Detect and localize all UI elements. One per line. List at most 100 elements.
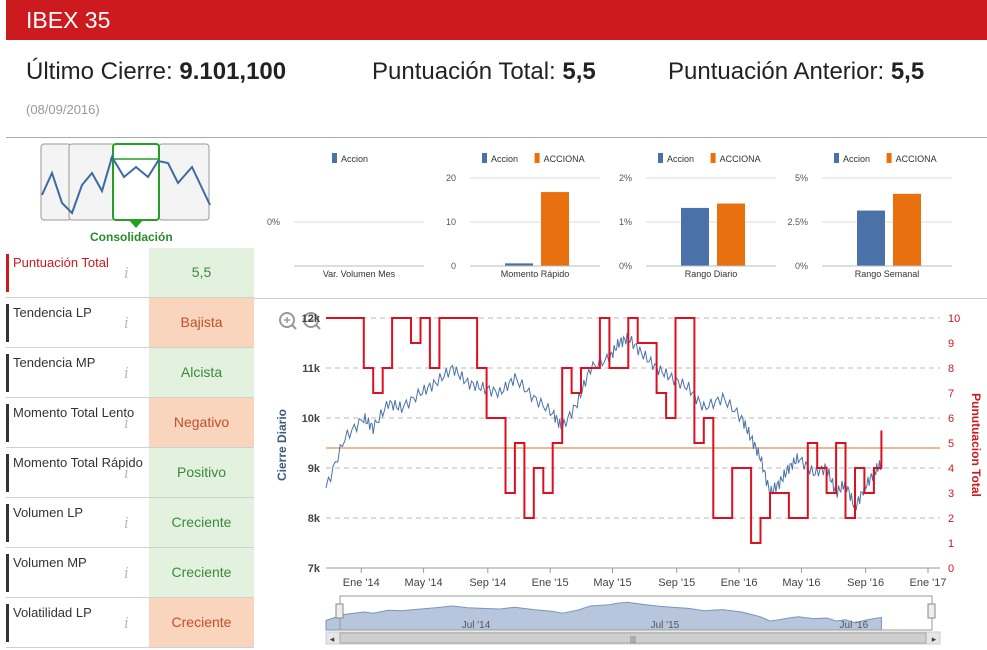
indicator-value: Positivo	[149, 448, 254, 497]
legend-label: ACCIONA	[720, 154, 761, 164]
indicator-row-volumen-mp: Volumen MP i Creciente	[6, 548, 254, 598]
scroll-right-icon[interactable]: ▸	[932, 634, 937, 644]
legend-label: Accion	[491, 154, 518, 164]
legend-label: Accion	[843, 154, 870, 164]
puntuacion-total-value: 5,5	[562, 58, 596, 85]
pattern-pointer-icon	[129, 220, 143, 228]
x-tick-label: May '15	[593, 577, 631, 589]
bar-accion[interactable]	[857, 210, 885, 266]
bar-accion[interactable]	[681, 207, 709, 266]
info-icon[interactable]: i	[124, 514, 129, 532]
y-tick-label: 11k	[302, 363, 321, 375]
bar-acciona[interactable]	[541, 192, 569, 266]
tick-label: 2%	[619, 173, 632, 183]
puntuacion-anterior-label: Puntuación Anterior:	[668, 58, 885, 85]
tick-label: 0%	[795, 261, 808, 271]
x-tick-label: Sep '16	[847, 577, 884, 589]
y2-tick-label: 0	[948, 563, 954, 575]
y2-axis-title: Punutuacion Total	[969, 393, 983, 497]
x-tick-label: Ene '14	[343, 577, 380, 589]
indicator-value: 5,5	[149, 248, 254, 297]
bar-acciona[interactable]	[893, 193, 921, 266]
page-title: IBEX 35	[26, 7, 111, 33]
indicator-label: Puntuación Total	[6, 254, 146, 292]
indicator-row-volumen-lp: Volumen LP i Creciente	[6, 498, 254, 548]
indicator-label: Tendencia MP	[6, 354, 146, 392]
info-icon[interactable]: i	[124, 264, 129, 282]
info-icon[interactable]: i	[124, 614, 129, 632]
y-tick-label: 7k	[308, 563, 321, 575]
zoom-out-icon[interactable]	[303, 312, 321, 330]
tick-label: 10	[446, 217, 456, 227]
indicator-label: Momento Total Lento	[6, 404, 146, 442]
indicator-row-momento-total-rapido: Momento Total Rápido i Positivo	[6, 448, 254, 498]
y2-tick-label: 8	[948, 363, 954, 375]
x-tick-label: May '14	[404, 577, 442, 589]
main-chart: 7k 8k 9k 10k 11k 12k 0 1 2 3 4 5 6 7 8 9 10 Ene '14 May '1…	[275, 312, 983, 645]
bar-accion[interactable]	[505, 263, 533, 266]
info-icon[interactable]: i	[124, 564, 129, 582]
x-tick-label: May '16	[782, 577, 820, 589]
info-icon[interactable]: i	[124, 364, 129, 382]
navigator-right-handle[interactable]	[927, 603, 936, 619]
navigator[interactable]: Jul '14 Jul '15 Jul '16 ◂ ▸ |||	[325, 595, 941, 645]
indicator-value: Creciente	[149, 498, 254, 547]
scroll-left-icon[interactable]: ◂	[330, 634, 335, 644]
y2-tick-label: 2	[948, 513, 954, 525]
tick-label: 5%	[795, 173, 808, 183]
y2-tick-label: 10	[948, 313, 960, 325]
mini-bar-charts: Accion 0% Var. Volumen Mes Accion ACCIONA 0 10…	[267, 153, 952, 279]
indicator-row-volatilidad-lp: Volatilidad LP i Creciente	[6, 598, 254, 648]
y2-tick-label: 6	[948, 413, 954, 425]
navigator-left-handle[interactable]	[335, 603, 344, 619]
tick-label: 2.5%	[787, 217, 808, 227]
pattern-label: Consolidación	[90, 230, 173, 244]
info-icon[interactable]: i	[124, 314, 129, 332]
legend-swatch	[332, 153, 337, 163]
y-axis-title: Cierre Diario	[275, 409, 289, 481]
pattern-line	[41, 154, 211, 215]
indicator-value: Creciente	[149, 598, 254, 647]
tick-label: 20	[446, 173, 456, 183]
navigator-tick-label: Jul '16	[840, 620, 869, 631]
y-tick-label: 12k	[302, 313, 321, 325]
ultimo-cierre-label: Último Cierre:	[26, 58, 173, 85]
y2-tick-label: 5	[948, 438, 954, 450]
legend-swatch	[710, 153, 716, 163]
navigator-area	[325, 601, 882, 631]
divider	[6, 137, 987, 138]
puntuacion-total-label: Puntuación Total:	[372, 58, 556, 85]
legend-swatch	[886, 153, 892, 163]
y-tick-label: 10k	[302, 413, 321, 425]
y2-tick-label: 3	[948, 488, 954, 500]
info-icon[interactable]: i	[124, 464, 129, 482]
indicator-value: Alcista	[149, 348, 254, 397]
tick-label: 0	[451, 261, 456, 271]
indicator-label: Tendencia LP	[6, 304, 146, 342]
scroll-grip-icon: |||	[630, 635, 636, 644]
divider-charts	[254, 298, 987, 299]
y-tick-label: 9k	[308, 463, 321, 475]
zoom-in-icon[interactable]	[279, 312, 297, 330]
x-tick-label: Ene '16	[721, 577, 758, 589]
x-tick-label: Ene '17	[910, 577, 947, 589]
pattern-illustration	[40, 143, 211, 228]
header-bar: IBEX 35	[6, 0, 987, 40]
pattern-panel-2	[68, 143, 116, 221]
ultimo-cierre: Último Cierre: 9.101,100	[26, 58, 286, 86]
y-tick-label: 8k	[308, 513, 321, 525]
indicator-row-tendencia-lp: Tendencia LP i Bajista	[6, 298, 254, 348]
scrollbar-thumb[interactable]	[339, 632, 927, 644]
x-tick-label: Sep '14	[469, 577, 506, 589]
pattern-panel-selected[interactable]	[112, 143, 160, 221]
x-tick-label: Ene '15	[532, 577, 569, 589]
info-icon[interactable]: i	[124, 414, 129, 432]
mini-chart-var-volumen-mes: Accion 0% Var. Volumen Mes	[267, 153, 424, 279]
x-tick-label: Sep '15	[658, 577, 695, 589]
pattern-panel-4	[158, 143, 210, 221]
indicator-row-puntuacion-total: Puntuación Total i 5,5	[6, 248, 254, 298]
tick-label: 0%	[267, 217, 280, 227]
indicator-label: Volumen MP	[6, 554, 146, 592]
bar-acciona[interactable]	[717, 203, 745, 266]
legend-swatch	[534, 153, 540, 163]
